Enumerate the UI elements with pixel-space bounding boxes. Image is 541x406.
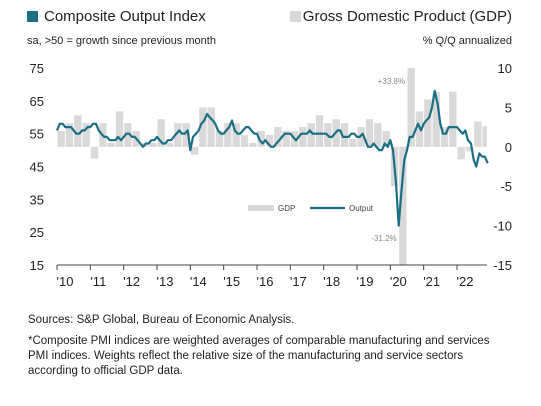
bar — [190, 146, 199, 155]
y-tick-label: 35 — [30, 192, 44, 207]
legend-label: Gross Domestic Product (GDP) — [303, 8, 512, 25]
footnote: *Composite PMI indices are weighted aver… — [28, 335, 490, 377]
bar — [207, 107, 215, 147]
y2-axis-label: % Q/Q annualized — [423, 35, 512, 47]
bar — [465, 146, 474, 152]
bar — [382, 131, 390, 147]
bar — [215, 131, 224, 147]
bar — [399, 146, 407, 265]
bar — [224, 123, 232, 147]
bar — [457, 146, 465, 160]
bar — [407, 68, 415, 147]
bar — [432, 91, 440, 147]
bar — [90, 146, 99, 159]
bar — [199, 107, 207, 147]
bar — [74, 115, 82, 147]
y2-tick-label: 0 — [505, 140, 512, 155]
bar — [57, 131, 65, 147]
x-tick-label: '14 — [190, 274, 207, 289]
bar — [174, 123, 182, 147]
bar — [440, 127, 449, 147]
y-tick-label: 75 — [30, 61, 44, 76]
bar — [240, 134, 249, 147]
legend-label: Composite Output Index — [44, 8, 206, 25]
line — [55, 89, 489, 227]
bar — [374, 123, 382, 147]
bar — [82, 123, 90, 147]
bar — [274, 127, 282, 147]
x-tick-label: '18 — [323, 274, 340, 289]
x-tick-label: '22 — [457, 274, 474, 289]
x-tick-label: '19 — [357, 274, 374, 289]
bar — [299, 127, 307, 147]
bar — [124, 123, 132, 147]
x-tick-label: '15 — [223, 274, 240, 289]
bar — [357, 127, 365, 147]
data-label: +33.8% — [378, 77, 405, 86]
bar — [482, 126, 487, 147]
bar — [424, 99, 432, 147]
bar — [65, 123, 74, 147]
x-tick-label: '11 — [90, 274, 106, 289]
x-tick-label: '17 — [290, 274, 307, 289]
bar — [257, 131, 265, 147]
y-tick-label: 15 — [30, 258, 44, 273]
y-tick-label: 55 — [30, 127, 44, 142]
legend-swatch — [290, 11, 301, 22]
bar — [315, 115, 324, 147]
bar — [449, 91, 457, 147]
y-tick-label: 25 — [30, 225, 44, 240]
legend-swatch — [248, 205, 274, 211]
bar — [282, 131, 290, 147]
bar — [157, 119, 165, 147]
y2-tick-label: -5 — [500, 179, 512, 194]
bar — [474, 121, 482, 147]
x-tick-label: '10 — [57, 274, 74, 289]
y2-tick-label: -10 — [493, 219, 512, 234]
y-tick-label: 65 — [30, 94, 44, 109]
bar — [365, 119, 374, 147]
legend-swatch — [27, 11, 38, 22]
legend-label: Output — [349, 204, 374, 213]
bar — [182, 123, 190, 147]
bar — [115, 111, 124, 147]
x-tick-label: '12 — [123, 274, 140, 289]
bar — [149, 142, 157, 147]
data-label: -31.2% — [371, 234, 396, 243]
x-tick-label: '13 — [157, 274, 174, 289]
y2-tick-label: 5 — [505, 100, 512, 115]
bar — [349, 138, 357, 147]
bar — [107, 142, 115, 147]
bar — [232, 123, 240, 147]
bar — [249, 142, 257, 147]
y-tick-label: 45 — [30, 160, 44, 175]
y2-tick-label: -15 — [493, 258, 512, 273]
bar — [165, 142, 174, 147]
x-tick-label: '16 — [257, 274, 274, 289]
y-axis-label: sa, >50 = growth since previous month — [27, 35, 216, 47]
bar — [340, 123, 349, 147]
y2-tick-label: 10 — [498, 61, 512, 76]
bar — [265, 134, 274, 147]
x-tick-label: '21 — [423, 274, 440, 289]
bar — [307, 123, 315, 147]
x-tick-label: '20 — [390, 274, 407, 289]
legend-label: GDP — [278, 204, 295, 213]
sources: Sources: S&P Global, Bureau of Economic … — [28, 314, 295, 326]
chart: Composite Output Index sa, >50 = growth … — [27, 8, 512, 289]
